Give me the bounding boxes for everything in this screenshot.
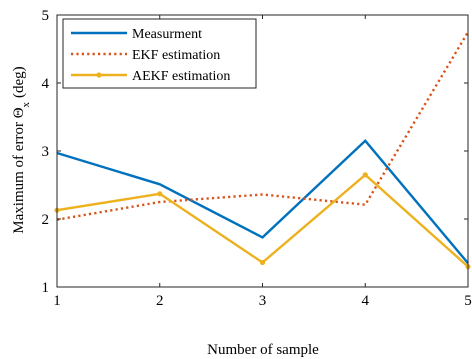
x-tick-label-1: 1: [53, 293, 61, 309]
series-lines: [54, 31, 471, 270]
y-axis-label: Maximum of error Θx (deg): [11, 66, 32, 233]
legend-label-1: Measurment: [132, 27, 202, 42]
data-point-s3-4: [362, 172, 368, 178]
x-tick-label-2: 2: [156, 293, 164, 309]
y-axis-label-unit: (deg): [11, 66, 27, 98]
legend-marker-3: [96, 72, 102, 78]
axes: 1 2 3 4 5 1 2 3 4 5: [42, 8, 472, 309]
y-tick-label-4: 4: [42, 76, 50, 92]
y-axis-label-main: Maximum of error Θ: [11, 107, 27, 233]
x-tick-label-5: 5: [464, 293, 472, 309]
x-tick-label-3: 3: [259, 293, 267, 309]
x-axis-label: Number of sample: [207, 342, 319, 358]
y-tick-label-2: 2: [42, 212, 50, 228]
y-tick-label-1: 1: [42, 280, 50, 296]
x-tick-label-4: 4: [362, 293, 370, 309]
legend: Measurment EKF estimation AEKF estimation: [62, 18, 257, 89]
data-point-s3-2: [157, 191, 163, 197]
legend-label-2: EKF estimation: [132, 48, 220, 63]
y-axis-label-subscript: x: [20, 101, 32, 107]
legend-label-3: AEKF estimation: [132, 69, 230, 84]
data-point-s3-3: [259, 259, 266, 266]
legend-box: [62, 18, 257, 89]
y-tick-label-3: 3: [42, 144, 50, 160]
y-tick-label-5: 5: [42, 8, 50, 24]
